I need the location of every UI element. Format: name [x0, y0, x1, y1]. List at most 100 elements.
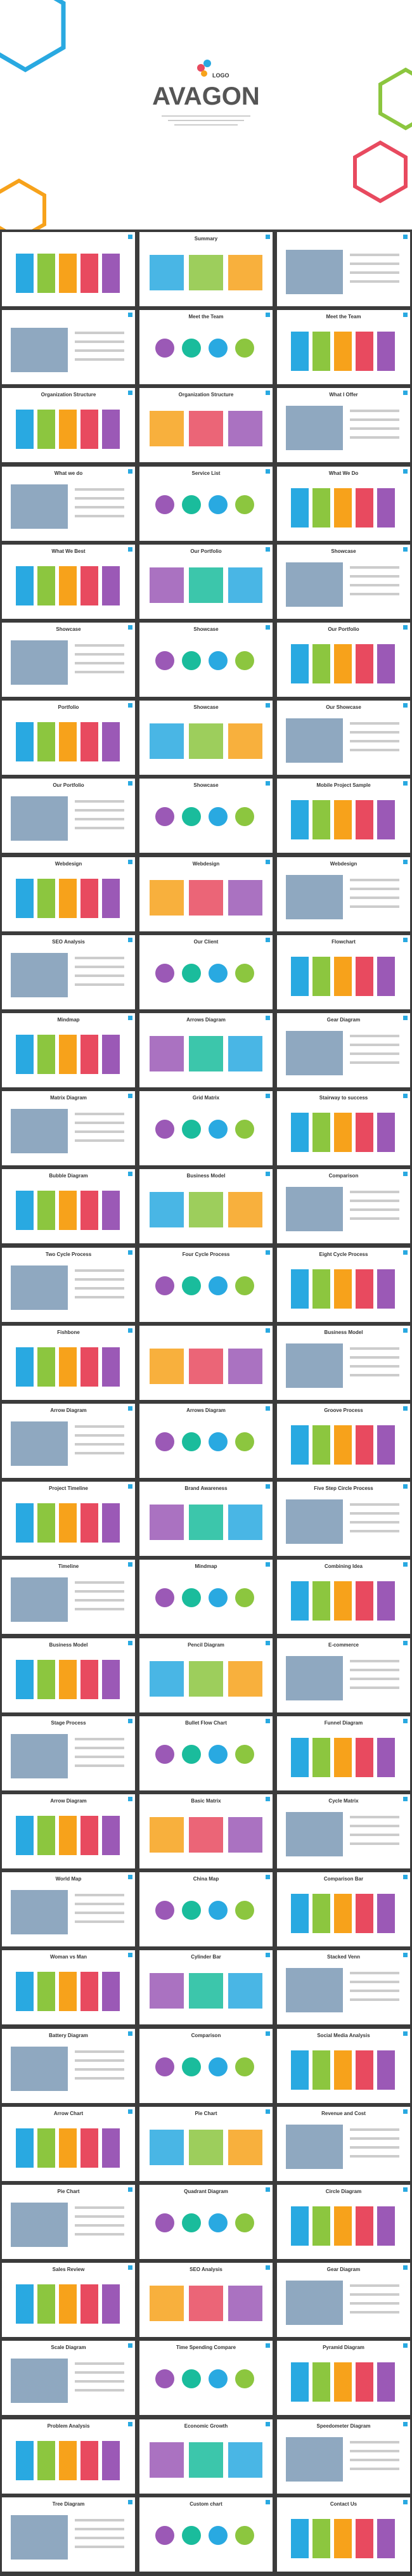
corner-marker	[266, 1718, 270, 1723]
color-bar	[59, 1972, 77, 2012]
text-line	[75, 644, 124, 647]
text-line	[350, 592, 399, 595]
text-line	[75, 2206, 124, 2209]
slide-title: Stage Process	[51, 1719, 86, 1726]
color-bar	[16, 1816, 34, 1855]
text-line	[75, 1425, 124, 1428]
slide-title: Timeline	[58, 1563, 79, 1570]
box	[150, 879, 184, 916]
slide-title: Organization Structure	[178, 392, 234, 398]
text-line	[350, 254, 399, 256]
slide-title: China Map	[193, 1876, 219, 1882]
text-line	[75, 514, 124, 517]
color-bar	[80, 254, 98, 293]
hexagon	[378, 67, 412, 131]
corner-marker	[403, 1875, 408, 1880]
text-line	[75, 1894, 124, 1897]
slide-title: Groove Process	[324, 1408, 363, 1413]
box	[189, 1036, 223, 1071]
corner-marker	[128, 2343, 132, 2348]
color-bar	[37, 1035, 55, 1074]
slide-thumbnail: Combining Idea	[277, 1560, 410, 1634]
slide-thumbnail: World Map	[2, 1872, 135, 1947]
color-bar	[334, 488, 352, 527]
slide-title: Two Cycle Process	[45, 1251, 92, 1257]
slide-title: Sales Review	[52, 2267, 85, 2273]
slide-title: Gear Diagram	[326, 2267, 361, 2273]
circle	[155, 2525, 174, 2545]
photo	[286, 2281, 343, 2326]
slide-thumbnail: SEO Analysis	[139, 2263, 273, 2338]
circle	[209, 1901, 228, 1920]
text-line	[350, 574, 399, 578]
color-bar	[80, 2440, 98, 2480]
color-bar	[37, 878, 55, 918]
corner-marker	[403, 313, 408, 318]
color-bar	[80, 722, 98, 762]
slide-thumbnail: Showcase	[2, 623, 135, 697]
corner-marker	[266, 1250, 270, 1255]
circle	[182, 2525, 201, 2545]
color-bar	[291, 1113, 309, 1153]
slide-title: Mobile Project Sample	[316, 782, 371, 789]
color-bar	[37, 2284, 55, 2324]
box	[228, 1660, 262, 1697]
slide-thumbnail: Gear Diagram	[277, 2263, 410, 2338]
corner-marker	[266, 2265, 270, 2270]
slide-title: Business Model	[324, 1329, 363, 1335]
text-line	[350, 1972, 399, 1975]
text-line	[350, 878, 399, 881]
hexagon	[0, 0, 66, 73]
color-bar	[356, 1425, 373, 1465]
box	[150, 2442, 184, 2478]
color-bar	[356, 644, 373, 683]
color-bar	[59, 722, 77, 762]
circle	[182, 495, 201, 514]
color-bar	[16, 1972, 34, 2012]
slide-thumbnail: Our Portfolio	[2, 779, 135, 853]
slide-thumbnail: Scale Diagram	[2, 2341, 135, 2416]
slide-thumbnail: Our Portfolio	[277, 623, 410, 697]
circle	[182, 2369, 201, 2389]
color-bar	[102, 1659, 120, 1699]
text-line	[350, 280, 399, 283]
slide-thumbnail	[277, 232, 410, 306]
slide-title: Business Model	[186, 1173, 226, 1179]
box	[189, 1817, 223, 1853]
color-bar	[312, 1581, 330, 1621]
slide-thumbnail: Two Cycle Process	[2, 1247, 135, 1322]
text-line	[75, 1755, 124, 1758]
slide-thumbnail: Meet the Team	[139, 310, 273, 385]
slide-thumbnail: Pyramid Diagram	[277, 2341, 410, 2416]
color-bar	[37, 722, 55, 762]
text-line	[350, 2154, 399, 2158]
circle	[235, 1276, 254, 1295]
text-line	[350, 722, 399, 725]
corner-marker	[128, 235, 132, 239]
text-line	[75, 1122, 124, 1125]
circle	[209, 1276, 228, 1295]
text-line	[350, 1512, 399, 1515]
slide-title: Summary	[194, 236, 218, 242]
corner-marker	[266, 1406, 270, 1411]
circle	[235, 1744, 254, 1764]
color-bar	[291, 800, 309, 840]
corner-marker	[128, 1484, 132, 1489]
slide-title: Stacked Venn	[326, 1954, 361, 1960]
corner-marker	[266, 2343, 270, 2348]
text-line	[350, 566, 399, 569]
color-bar	[102, 878, 120, 918]
corner-marker	[266, 2187, 270, 2192]
photo	[11, 2515, 68, 2560]
color-bar	[16, 566, 34, 605]
slide-title: Circle Diagram	[325, 2189, 362, 2194]
color-bar	[102, 254, 120, 293]
text-line	[350, 2146, 399, 2149]
corner-marker	[266, 703, 270, 708]
color-bar	[312, 800, 330, 840]
corner-marker	[403, 2499, 408, 2504]
photo	[286, 406, 343, 451]
slide-thumbnail: Eight Cycle Process	[277, 1247, 410, 1322]
subtitle-line	[174, 124, 238, 126]
slide-thumbnail: What We Do	[277, 466, 410, 541]
